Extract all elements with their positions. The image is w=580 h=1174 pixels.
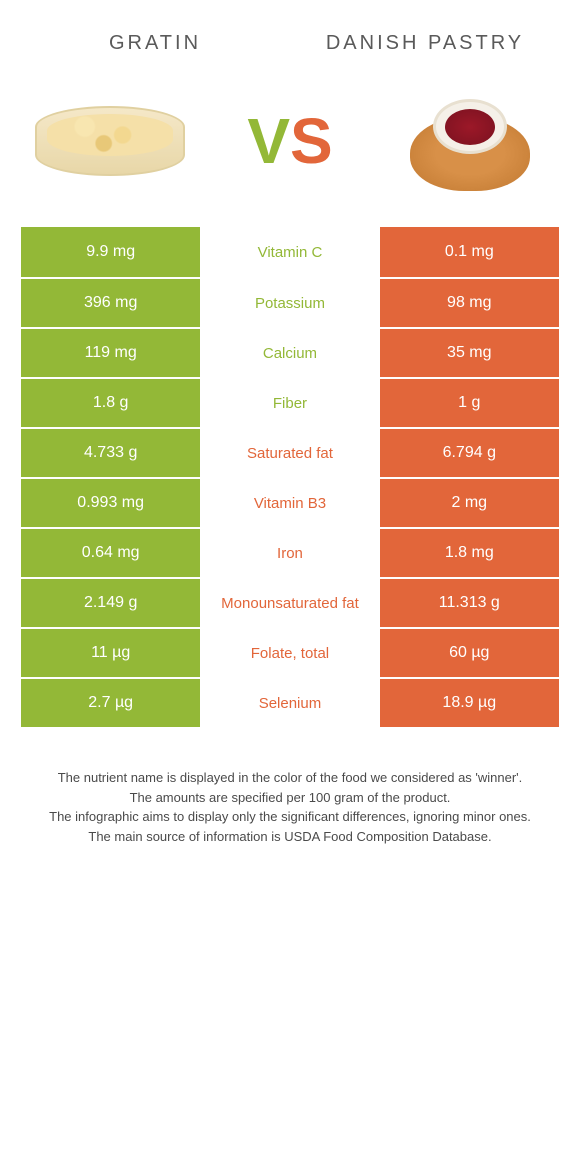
- table-row: 9.9 mgVitamin C0.1 mg: [21, 227, 559, 277]
- footer-line-2: The amounts are specified per 100 gram o…: [30, 788, 550, 808]
- right-value: 60 µg: [380, 629, 559, 677]
- danish-pastry-image: [390, 86, 550, 196]
- nutrient-label: Calcium: [200, 329, 379, 377]
- left-value: 2.7 µg: [21, 679, 200, 727]
- vs-label: VS: [247, 109, 332, 173]
- left-food-title: GRATIN: [34, 30, 277, 56]
- table-row: 0.64 mgIron1.8 mg: [21, 527, 559, 577]
- gratin-image: [30, 86, 190, 196]
- vs-s-letter: S: [290, 109, 333, 173]
- right-value: 35 mg: [380, 329, 559, 377]
- footer-notes: The nutrient name is displayed in the co…: [0, 728, 580, 876]
- nutrient-label: Folate, total: [200, 629, 379, 677]
- left-value: 4.733 g: [21, 429, 200, 477]
- nutrient-label: Selenium: [200, 679, 379, 727]
- table-row: 119 mgCalcium35 mg: [21, 327, 559, 377]
- table-row: 4.733 gSaturated fat6.794 g: [21, 427, 559, 477]
- left-value: 1.8 g: [21, 379, 200, 427]
- right-value: 2 mg: [380, 479, 559, 527]
- right-value: 0.1 mg: [380, 227, 559, 277]
- nutrient-label: Saturated fat: [200, 429, 379, 477]
- nutrient-label: Potassium: [200, 279, 379, 327]
- left-value: 396 mg: [21, 279, 200, 327]
- right-food-title: DANISH PASTRY: [304, 30, 547, 56]
- right-value: 98 mg: [380, 279, 559, 327]
- nutrient-label: Vitamin B3: [200, 479, 379, 527]
- left-value: 0.64 mg: [21, 529, 200, 577]
- right-value: 1.8 mg: [380, 529, 559, 577]
- table-row: 396 mgPotassium98 mg: [21, 277, 559, 327]
- nutrient-table: 9.9 mgVitamin C0.1 mg396 mgPotassium98 m…: [20, 226, 560, 728]
- right-value: 6.794 g: [380, 429, 559, 477]
- nutrient-label: Vitamin C: [200, 227, 379, 277]
- table-row: 0.993 mgVitamin B32 mg: [21, 477, 559, 527]
- header: GRATIN DANISH PASTRY: [0, 0, 580, 76]
- right-value: 11.313 g: [380, 579, 559, 627]
- footer-line-3: The infographic aims to display only the…: [30, 807, 550, 827]
- table-row: 1.8 gFiber1 g: [21, 377, 559, 427]
- vs-v-letter: V: [247, 109, 290, 173]
- left-value: 2.149 g: [21, 579, 200, 627]
- right-value: 18.9 µg: [380, 679, 559, 727]
- left-value: 119 mg: [21, 329, 200, 377]
- left-value: 9.9 mg: [21, 227, 200, 277]
- nutrient-label: Fiber: [200, 379, 379, 427]
- left-value: 0.993 mg: [21, 479, 200, 527]
- right-value: 1 g: [380, 379, 559, 427]
- nutrient-label: Iron: [200, 529, 379, 577]
- table-row: 11 µgFolate, total60 µg: [21, 627, 559, 677]
- footer-line-1: The nutrient name is displayed in the co…: [30, 768, 550, 788]
- nutrient-label: Monounsaturated fat: [200, 579, 379, 627]
- table-row: 2.7 µgSelenium18.9 µg: [21, 677, 559, 727]
- table-row: 2.149 gMonounsaturated fat11.313 g: [21, 577, 559, 627]
- left-value: 11 µg: [21, 629, 200, 677]
- vs-row: VS: [0, 76, 580, 226]
- footer-line-4: The main source of information is USDA F…: [30, 827, 550, 847]
